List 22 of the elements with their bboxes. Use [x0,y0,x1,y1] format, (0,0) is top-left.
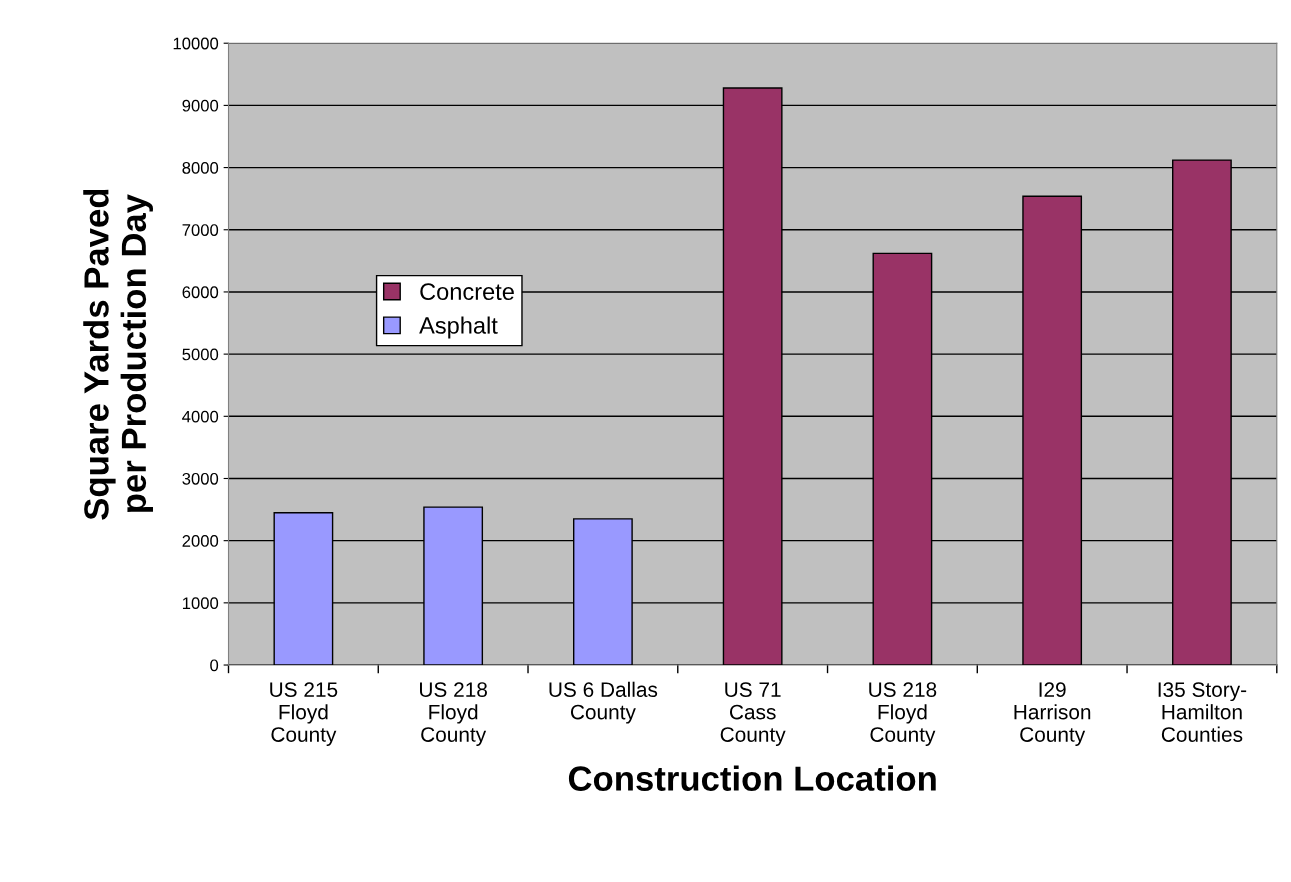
y-tick-label: 10000 [173,37,219,50]
x-tick-label: US 218 Floyd County [420,682,487,746]
x-tick-label: I29 Harrison County [1014,682,1091,746]
legend-label: Asphalt [419,316,498,339]
y-tick-label: 0 [210,659,219,672]
y-tick-label: 2000 [182,535,219,547]
y-tick-label: 4000 [182,410,219,423]
y-tick-label: 8000 [182,161,219,174]
x-tick-label: US 215 Floyd County [270,682,338,746]
legend-label: Concrete [420,283,514,301]
y-tick-label: 1000 [182,597,219,610]
y-tick-label: 3000 [182,472,219,485]
y-tick-label: 5000 [182,348,219,361]
x-axis-title: Construction Location [568,765,936,791]
x-tick-label: US 6 Dallas County [549,681,658,724]
y-tick-label: 9000 [182,99,219,112]
y-tick-label: 7000 [182,224,219,236]
x-tick-label: I35 Story- Hamilton Counties [1158,682,1247,742]
y-axis-title: Square Yards Paved per Production Day [83,189,153,520]
x-tick-label: US 71 Cass County [720,682,786,746]
x-tick-label: US 218 Floyd County [869,682,937,746]
y-tick-label: 6000 [182,286,219,299]
